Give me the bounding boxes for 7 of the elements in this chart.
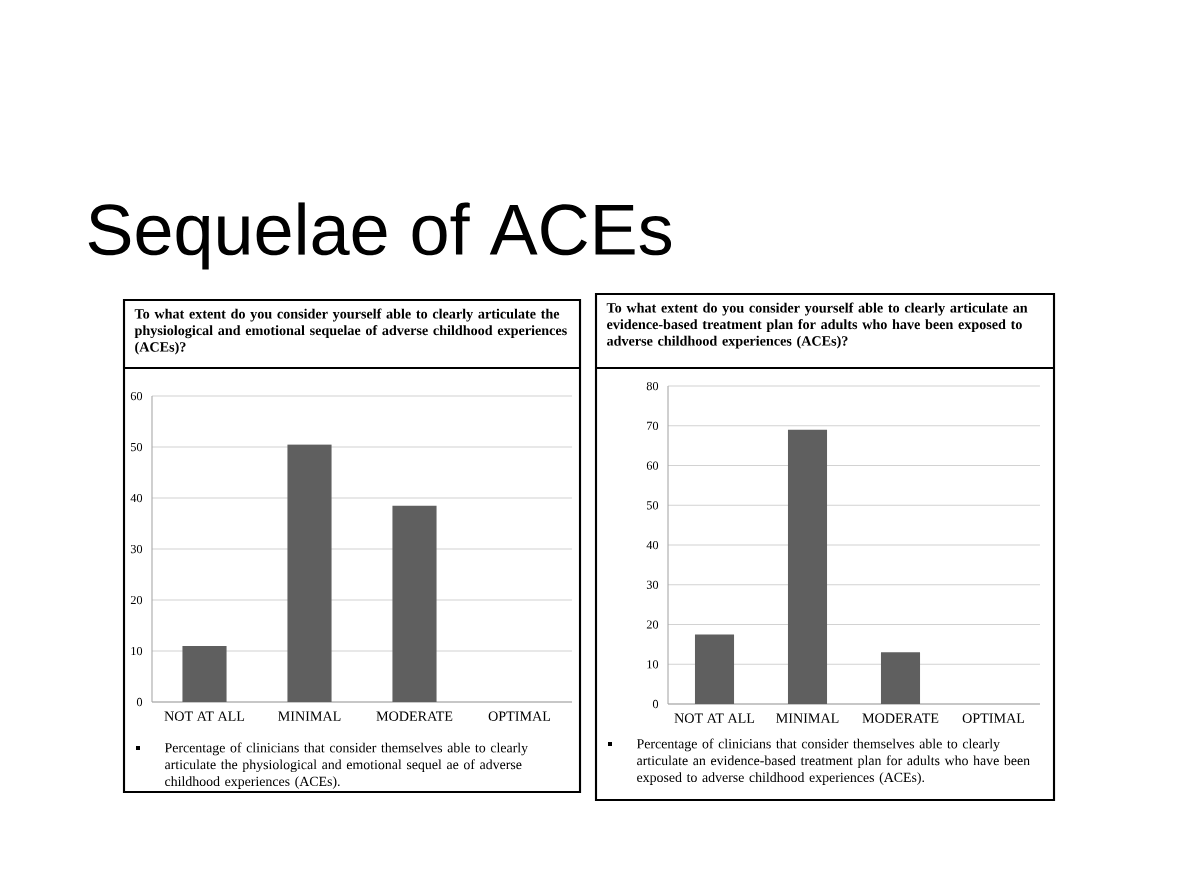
bar — [880, 652, 921, 705]
bar — [787, 429, 828, 705]
bar — [392, 505, 437, 703]
bar — [287, 444, 332, 703]
bar — [694, 634, 735, 705]
bar — [182, 645, 227, 703]
text: Sequelae of ACEs — [88, 202, 672, 270]
